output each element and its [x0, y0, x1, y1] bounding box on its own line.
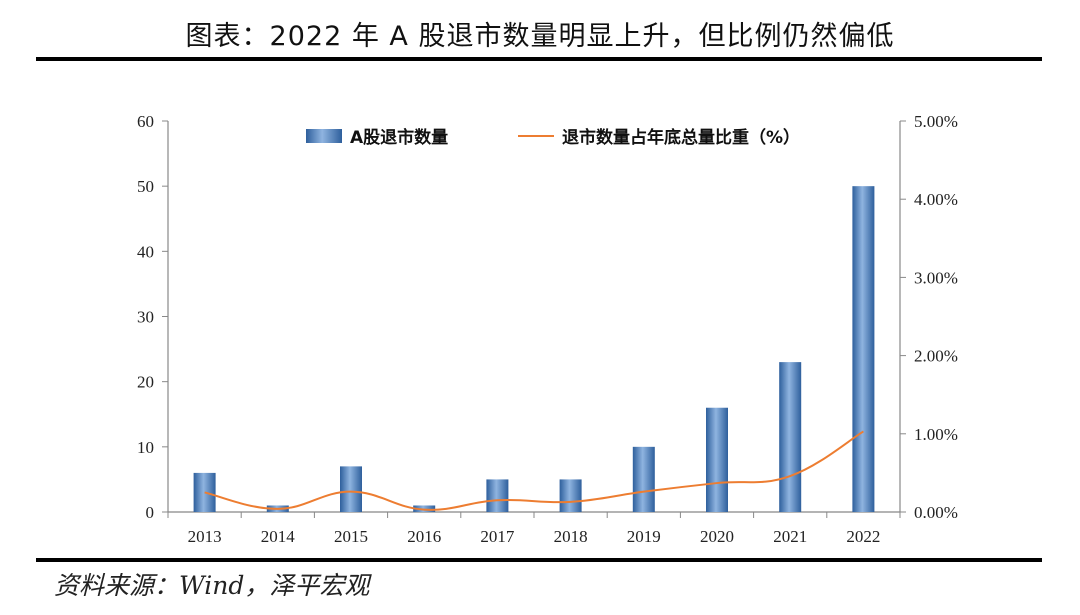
x-axis-tick-label: 2017 — [480, 527, 515, 546]
right-axis-tick-label: 2.00% — [914, 347, 958, 366]
legend-bar-label: A股退市数量 — [350, 127, 448, 148]
line-path — [204, 430, 864, 511]
right-axis-tick-label: 4.00% — [914, 190, 958, 209]
x-axis-tick-label: 2016 — [407, 527, 441, 546]
x-axis-tick-label: 2019 — [627, 527, 661, 546]
figure-title: 图表：2022 年 A 股退市数量明显上升，但比例仍然偏低 — [185, 21, 895, 52]
left-axis-tick-label: 20 — [137, 373, 154, 392]
left-axis-tick-label: 40 — [137, 242, 154, 261]
right-axis-tick-label: 5.00% — [914, 112, 958, 131]
bar-series — [193, 186, 875, 512]
right-axis-tick-label: 1.00% — [914, 425, 958, 444]
bar — [559, 479, 582, 512]
top-rule — [36, 57, 1042, 61]
left-axis-tick-label: 0 — [146, 503, 155, 522]
x-axis-tick-label: 2018 — [554, 527, 588, 546]
x-axis-tick-label: 2021 — [773, 527, 807, 546]
left-axis-tick-label: 60 — [137, 112, 154, 131]
left-axis-tick-label: 10 — [137, 438, 154, 457]
right-axis-tick-label: 3.00% — [914, 268, 958, 287]
x-axis-tick-label: 2022 — [846, 527, 880, 546]
x-axis-tick-label: 2015 — [334, 527, 368, 546]
bottom-rule — [36, 558, 1042, 562]
bar — [706, 407, 728, 512]
x-axis-tick-label: 2020 — [700, 527, 734, 546]
left-axis-tick-label: 30 — [137, 308, 154, 327]
legend-bar-swatch — [306, 129, 342, 143]
source-note: 资料来源：Wind，泽平宏观 — [54, 571, 370, 600]
left-axis-tick-label: 50 — [137, 177, 154, 196]
tick-labels: 0 10 20 30 40 50 60 0.00% 1.00% 2.00% 3.00% 4.00% 5.… — [137, 112, 958, 546]
bar — [486, 479, 509, 512]
legend: A股退市数量 退市数量占年底总量比重（%） — [306, 127, 800, 148]
bar — [779, 362, 802, 512]
x-axis-tick-label: 2014 — [261, 527, 296, 546]
chart: 0 10 20 30 40 50 60 0.00% 1.00% 2.00% 3.00% 4.00% 5.… — [137, 112, 958, 546]
bar — [340, 466, 362, 512]
bar — [852, 186, 875, 512]
right-axis-tick-label: 0.00% — [914, 503, 958, 522]
legend-line-label: 退市数量占年底总量比重（%） — [562, 127, 800, 148]
line-series — [204, 430, 864, 511]
bar — [632, 446, 655, 512]
axes — [162, 120, 906, 518]
x-axis-tick-label: 2013 — [188, 527, 222, 546]
